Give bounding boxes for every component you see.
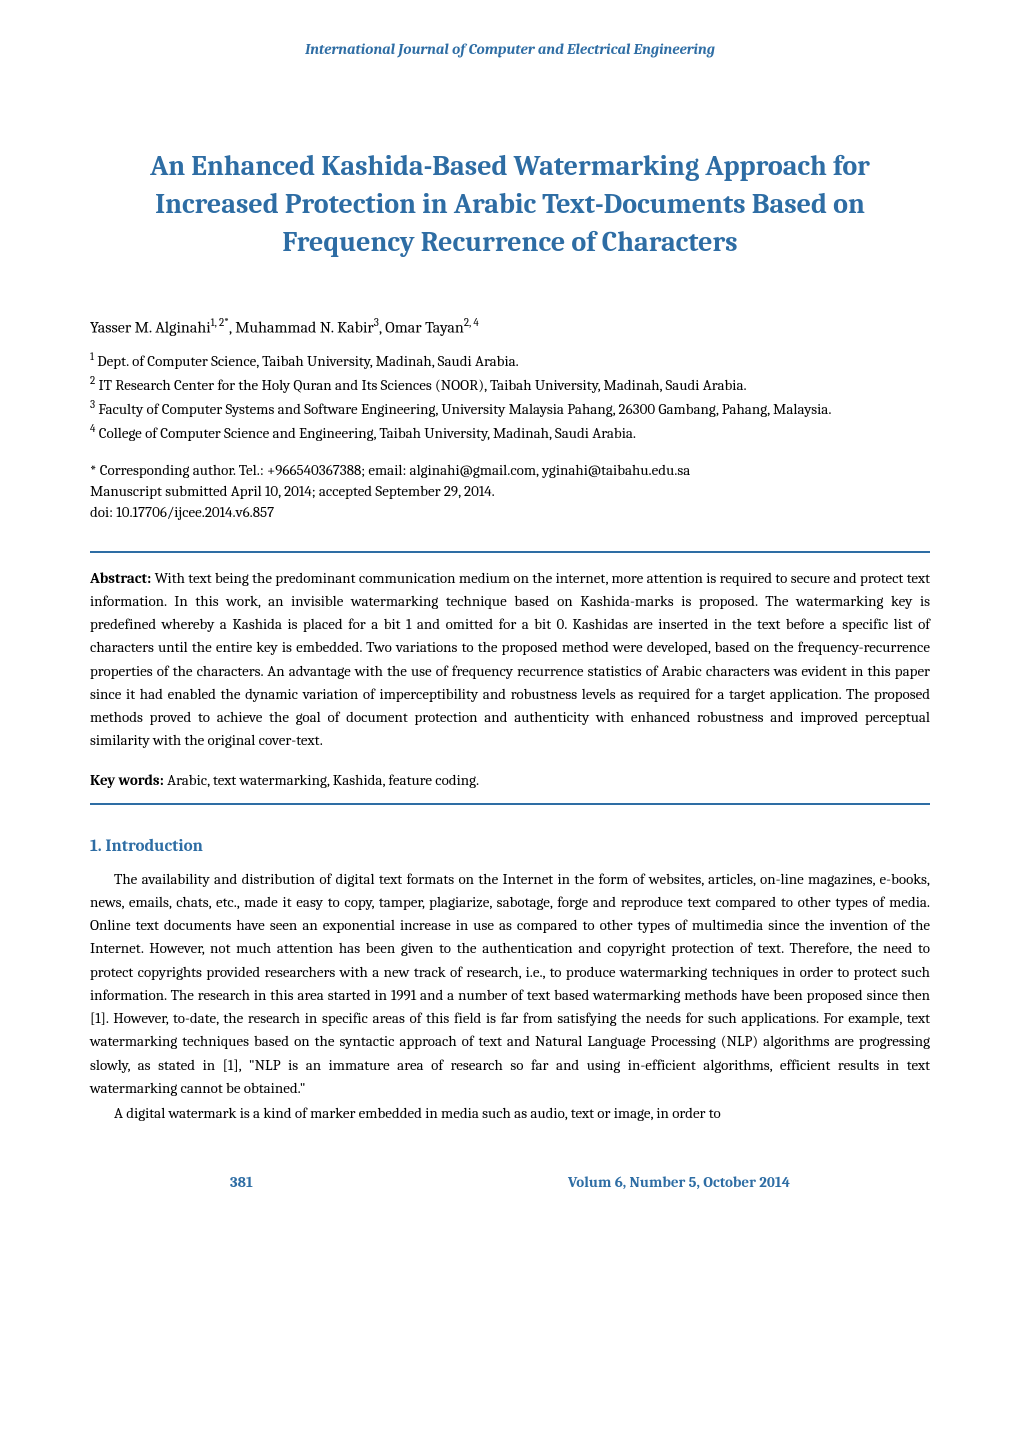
divider-bottom (90, 803, 930, 805)
author-3-sup: 2, 4 (464, 316, 479, 329)
affiliation-1-text: Dept. of Computer Science, Taibah Univer… (94, 352, 519, 370)
corresponding-author: * Corresponding author. Tel.: +966540367… (90, 460, 930, 481)
section-1-heading: 1. Introduction (90, 837, 930, 856)
affiliation-4: 4 College of Computer Science and Engine… (90, 421, 930, 444)
paper-title: An Enhanced Kashida-Based Watermarking A… (90, 148, 930, 261)
affiliation-3: 3 Faculty of Computer Systems and Softwa… (90, 397, 930, 420)
keywords-text: Arabic, text watermarking, Kashida, feat… (164, 771, 479, 789)
manuscript-dates: Manuscript submitted April 10, 2014; acc… (90, 481, 930, 502)
keywords-label: Key words: (90, 771, 164, 789)
correspondence-block: * Corresponding author. Tel.: +966540367… (90, 460, 930, 523)
affiliation-2: 2 IT Research Center for the Holy Quran … (90, 373, 930, 396)
affiliation-3-text: Faculty of Computer Systems and Software… (95, 400, 831, 418)
section-1-para-1: The availability and distribution of dig… (90, 868, 930, 1101)
affiliation-2-text: IT Research Center for the Holy Quran an… (95, 376, 746, 394)
keywords: Key words: Arabic, text watermarking, Ka… (90, 763, 930, 803)
journal-name: International Journal of Computer and El… (90, 40, 930, 58)
abstract: Abstract: With text being the predominan… (90, 553, 930, 763)
author-1-sup: 1, 2* (211, 316, 229, 329)
author-2: , Muhammad N. Kabir (229, 319, 374, 337)
page-footer: 381 Volum 6, Number 5, October 2014 (90, 1173, 930, 1191)
author-3: , Omar Tayan (379, 319, 464, 337)
author-1: Yasser M. Alginahi (90, 319, 211, 337)
page-number: 381 (230, 1173, 253, 1191)
abstract-label: Abstract: (90, 569, 151, 587)
abstract-text: With text being the predominant communic… (90, 569, 930, 750)
doi: doi: 10.17706/ijcee.2014.v6.857 (90, 502, 930, 523)
authors-line: Yasser M. Alginahi1, 2*, Muhammad N. Kab… (90, 316, 930, 336)
affiliation-1: 1 Dept. of Computer Science, Taibah Univ… (90, 349, 930, 372)
issue-info: Volum 6, Number 5, October 2014 (568, 1173, 790, 1191)
affiliation-4-text: College of Computer Science and Engineer… (95, 424, 636, 442)
affiliations: 1 Dept. of Computer Science, Taibah Univ… (90, 349, 930, 444)
section-1-para-2: A digital watermark is a kind of marker … (90, 1102, 930, 1125)
